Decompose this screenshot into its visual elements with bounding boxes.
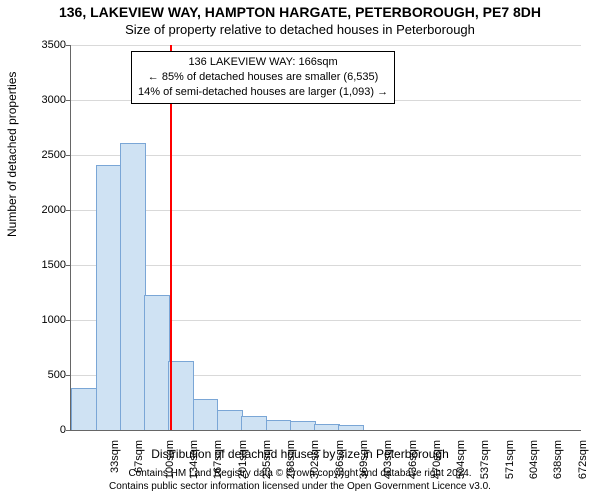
ytick-label: 3000: [6, 94, 66, 106]
histogram-bar: [120, 143, 146, 430]
xtick-label: 403sqm: [382, 440, 394, 479]
histogram-bar: [144, 295, 170, 430]
xtick-label: 167sqm: [212, 440, 224, 479]
histogram-bar: [290, 421, 316, 430]
annotation-line2: ← 85% of detached houses are smaller (6,…: [148, 71, 379, 83]
histogram-bar: [217, 410, 243, 430]
xtick-label: 672sqm: [577, 440, 589, 479]
histogram-bar: [241, 416, 267, 430]
xtick-label: 268sqm: [285, 440, 297, 479]
ytick-mark: [66, 320, 70, 321]
chart-supertitle: 136, LAKEVIEW WAY, HAMPTON HARGATE, PETE…: [0, 4, 600, 20]
ytick-mark: [66, 100, 70, 101]
gridline: [71, 210, 581, 211]
annotation-box: 136 LAKEVIEW WAY: 166sqm ← 85% of detache…: [131, 51, 395, 104]
footer-line1: Contains HM Land Registry data © Crown c…: [128, 468, 471, 479]
ytick-mark: [66, 45, 70, 46]
ytick-mark: [66, 155, 70, 156]
histogram-bar: [266, 420, 292, 430]
ytick-label: 2500: [6, 149, 66, 161]
xtick-label: 33sqm: [109, 440, 121, 473]
annotation-line3: 14% of semi-detached houses are larger (…: [138, 86, 388, 98]
xtick-label: 537sqm: [480, 440, 492, 479]
xtick-label: 336sqm: [334, 440, 346, 479]
xtick-label: 571sqm: [504, 440, 516, 479]
plot-area: 136 LAKEVIEW WAY: 166sqm ← 85% of detache…: [70, 45, 581, 431]
ytick-mark: [66, 265, 70, 266]
ytick-mark: [66, 375, 70, 376]
histogram-bar: [338, 425, 364, 430]
ytick-label: 500: [6, 369, 66, 381]
gridline: [71, 155, 581, 156]
xtick-label: 369sqm: [358, 440, 370, 479]
gridline: [71, 265, 581, 266]
ytick-label: 2000: [6, 204, 66, 216]
ytick-label: 1000: [6, 314, 66, 326]
xtick-label: 100sqm: [164, 440, 176, 479]
histogram-bar: [71, 388, 97, 430]
histogram-bar: [314, 424, 340, 431]
ytick-label: 0: [6, 424, 66, 436]
gridline: [71, 45, 581, 46]
ytick-mark: [66, 210, 70, 211]
chart-container: { "titles": { "super": "136, LAKEVIEW WA…: [0, 0, 600, 500]
xtick-label: 67sqm: [133, 440, 145, 473]
histogram-bar: [96, 165, 122, 430]
ytick-mark: [66, 430, 70, 431]
histogram-bar: [193, 399, 219, 430]
xtick-label: 504sqm: [455, 440, 467, 479]
xtick-label: 134sqm: [188, 440, 200, 479]
chart-subtitle: Size of property relative to detached ho…: [0, 22, 600, 37]
annotation-line1: 136 LAKEVIEW WAY: 166sqm: [188, 56, 337, 68]
footer-line2: Contains public sector information licen…: [109, 481, 491, 492]
ytick-label: 1500: [6, 259, 66, 271]
xtick-label: 436sqm: [407, 440, 419, 479]
xtick-label: 638sqm: [552, 440, 564, 479]
xtick-label: 604sqm: [528, 440, 540, 479]
xtick-label: 302sqm: [310, 440, 322, 479]
xtick-label: 470sqm: [431, 440, 443, 479]
xtick-label: 201sqm: [237, 440, 249, 479]
ytick-label: 3500: [6, 39, 66, 51]
xtick-label: 235sqm: [261, 440, 273, 479]
